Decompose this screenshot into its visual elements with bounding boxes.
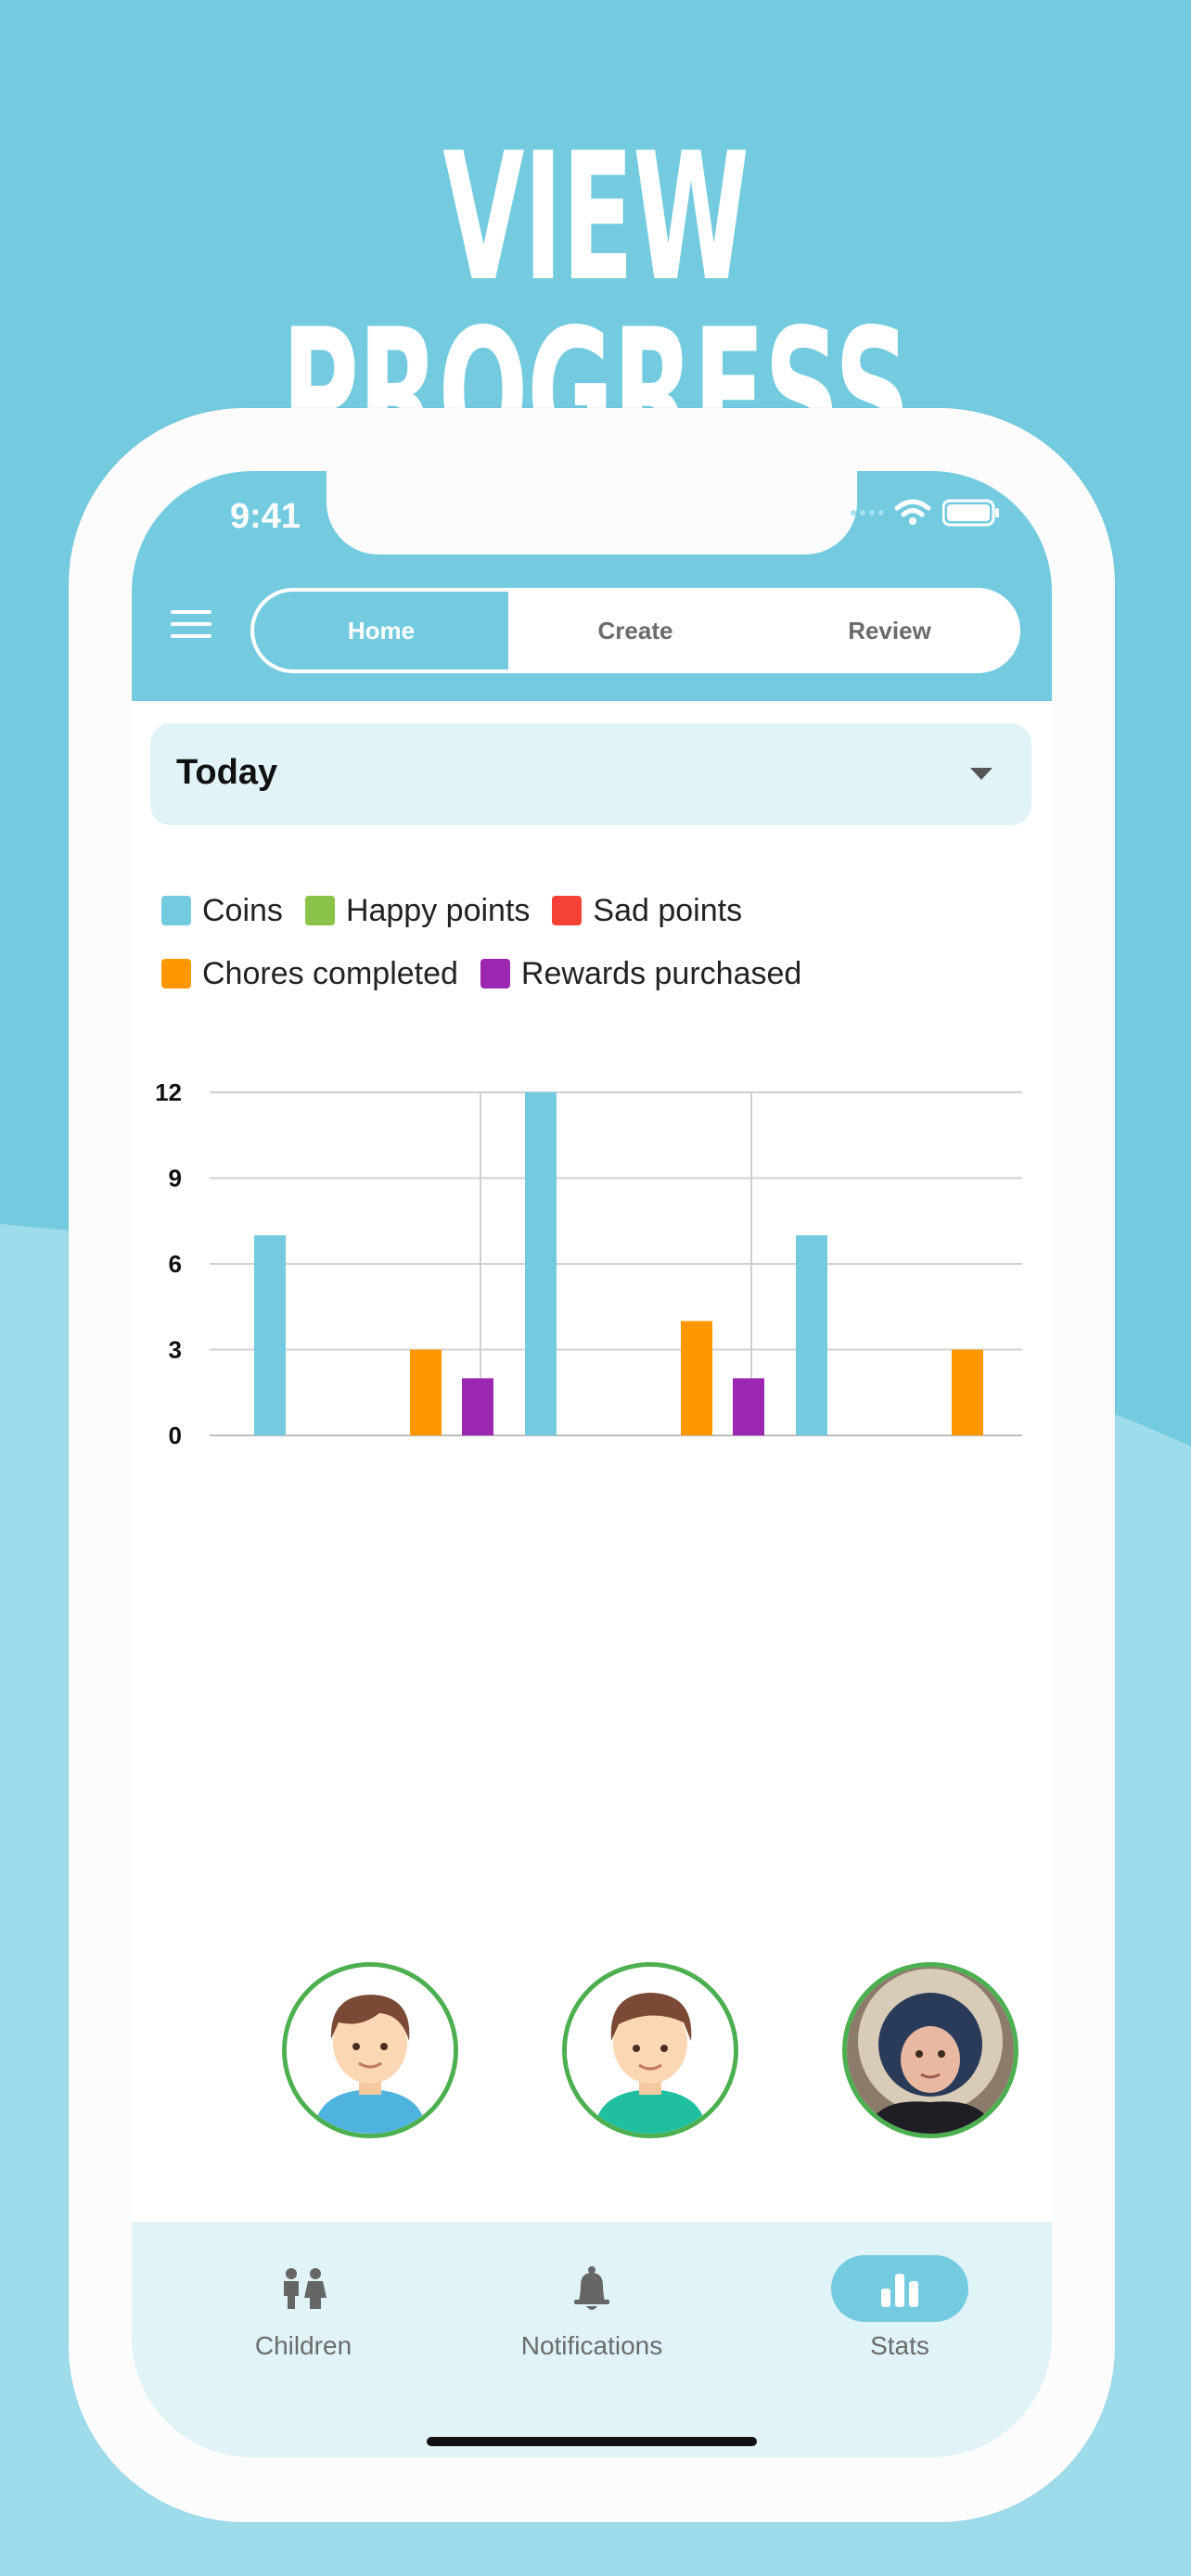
tab-notifications[interactable]: Notifications: [480, 2253, 703, 2361]
status-time: 9:41: [229, 497, 301, 536]
legend-label: Rewards purchased: [520, 955, 802, 991]
y-tick-label: 0: [169, 1422, 182, 1449]
legend-swatch: [552, 896, 583, 925]
boy-avatar-image: [287, 1967, 454, 2134]
legend-label: Coins: [202, 892, 283, 928]
legend-label: Sad points: [593, 892, 743, 928]
tab-icon-wrap: [192, 2253, 415, 2324]
legend-item-chores-completed: Chores completed: [161, 956, 458, 992]
period-dropdown[interactable]: Today: [150, 723, 1031, 825]
legend-label: Happy points: [345, 892, 531, 928]
y-tick-label: 3: [169, 1336, 182, 1364]
bell-icon: [574, 2266, 609, 2310]
bar-coins: [796, 1235, 827, 1435]
chevron-down-icon: [970, 768, 992, 780]
bar-rewards-purchased: [733, 1378, 764, 1435]
active-tab-pill: [831, 2255, 968, 2322]
tab-label: Notifications: [520, 2331, 663, 2360]
child-avatar-1[interactable]: [282, 1962, 458, 2138]
bar-chores-completed: [410, 1349, 442, 1435]
boy-avatar-image: [567, 1967, 734, 2134]
segmented-control: Home Create Review: [250, 588, 1020, 673]
child-avatar-2[interactable]: [562, 1962, 738, 2138]
notch: [327, 471, 857, 555]
tab-stats[interactable]: Stats: [788, 2253, 1011, 2361]
bar-coins: [254, 1235, 286, 1435]
bar-coins: [525, 1092, 557, 1435]
chart-legend: Coins Happy points Sad points Chores com…: [161, 879, 1015, 1005]
legend-swatch: [304, 896, 335, 925]
child-photo-image: [847, 1967, 1014, 2134]
tab-create[interactable]: Create: [597, 616, 673, 644]
y-tick-label: 12: [155, 1078, 182, 1106]
wifi-icon: [894, 499, 931, 525]
legend-row: Chores completed Rewards purchased: [161, 942, 1015, 1005]
battery-icon: [942, 499, 999, 527]
child-avatar-3[interactable]: [842, 1962, 1018, 2138]
tab-review[interactable]: Review: [848, 616, 931, 644]
legend-item-happy-points: Happy points: [304, 892, 531, 929]
children-icon: [284, 2268, 327, 2309]
legend-label: Chores completed: [202, 955, 458, 991]
legend-swatch: [161, 896, 191, 925]
tab-icon-wrap: [788, 2253, 1011, 2324]
tab-children[interactable]: Children: [192, 2253, 415, 2361]
home-indicator: [427, 2437, 757, 2446]
legend-swatch: [161, 959, 191, 988]
bar-chart-icon: [881, 2274, 918, 2307]
legend-row: Coins Happy points Sad points: [161, 879, 1015, 942]
legend-item-rewards-purchased: Rewards purchased: [480, 956, 801, 992]
header: 9:41 Home Create Review: [132, 471, 1052, 701]
legend-swatch: [480, 959, 510, 988]
bar-chores-completed: [952, 1349, 983, 1435]
status-icons: [850, 499, 1000, 527]
bottom-tab-bar: Children Notifications: [132, 2222, 1052, 2457]
bar-chores-completed: [681, 1320, 712, 1435]
legend-item-coins: Coins: [161, 893, 283, 929]
legend-item-sad-points: Sad points: [552, 893, 742, 929]
tab-home[interactable]: Home: [254, 592, 508, 670]
y-tick-label: 6: [169, 1250, 182, 1278]
tab-icon-wrap: [480, 2253, 703, 2324]
signal-icon: [851, 510, 883, 516]
phone-screen: 9:41 Home Create Review Today Co: [132, 471, 1052, 2457]
y-tick-label: 9: [169, 1165, 182, 1192]
bar-chart: 0 3 6 9 12: [155, 1078, 1022, 1449]
tab-label: Stats: [870, 2331, 929, 2360]
hamburger-icon[interactable]: [171, 610, 211, 640]
tab-label: Children: [254, 2331, 352, 2360]
bar-rewards-purchased: [462, 1378, 493, 1435]
period-dropdown-value: Today: [176, 753, 278, 792]
